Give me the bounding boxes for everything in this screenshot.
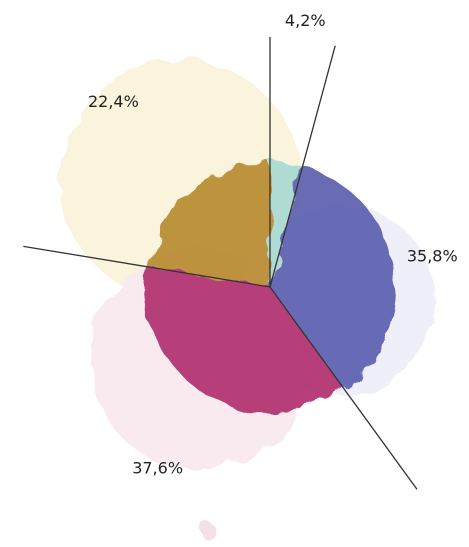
labels: 4,2% 35,8% 37,6% 22,4%: [88, 11, 458, 478]
slice-separator: [269, 45, 336, 288]
slice-separator: [23, 245, 271, 288]
slices: [144, 162, 396, 413]
data-label: 37,6%: [132, 459, 183, 478]
data-label: 35,8%: [407, 247, 458, 266]
slice-separator: [269, 286, 418, 490]
separators: [23, 37, 418, 490]
data-label: 22,4%: [88, 92, 139, 111]
pie-slice: [146, 162, 270, 287]
pie-slice: [144, 266, 344, 413]
pie-slice: [270, 166, 396, 389]
data-label: 4,2%: [285, 11, 326, 30]
